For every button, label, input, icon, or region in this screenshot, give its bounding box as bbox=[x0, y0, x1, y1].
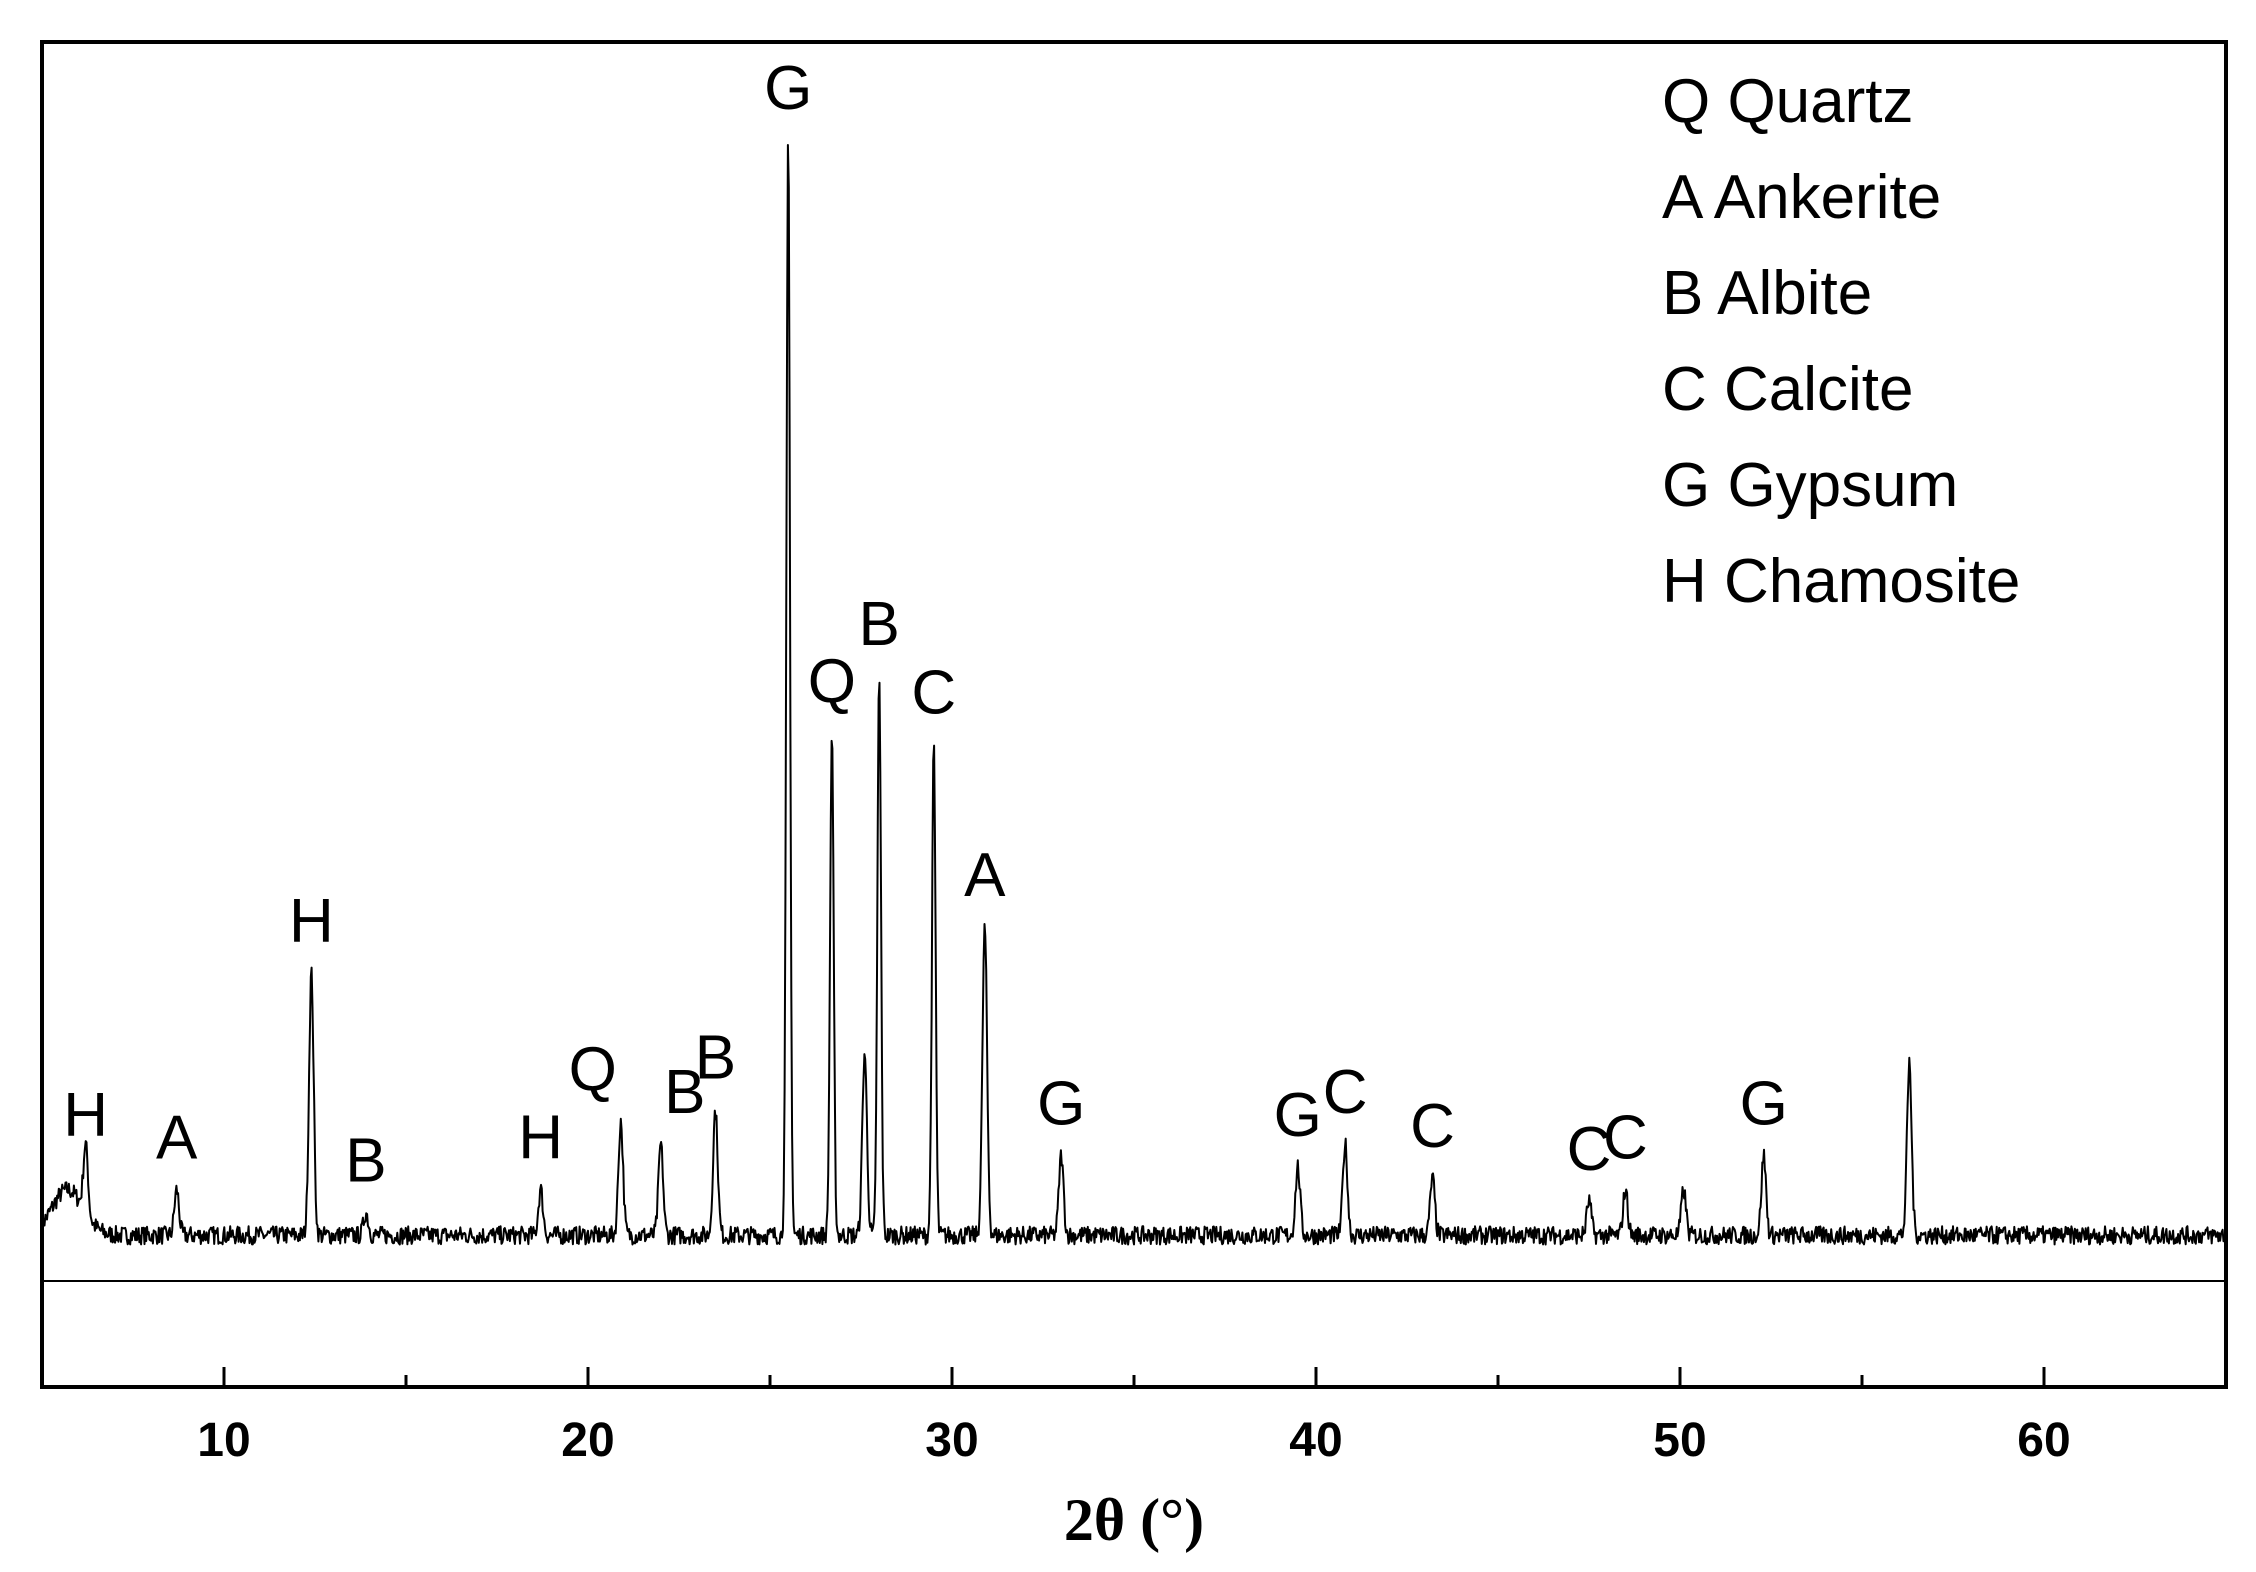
peak-label-B: B bbox=[664, 1058, 705, 1127]
legend: Q Quartz A Ankerite B Albite C Calcite G Gyp… bbox=[1662, 67, 2020, 616]
peak-label-C: C bbox=[911, 659, 956, 728]
peak-label-G: G bbox=[1037, 1069, 1085, 1138]
peak-label-G: G bbox=[764, 54, 812, 123]
legend-entry: G Gypsum bbox=[1662, 451, 1958, 520]
peak-label-B: B bbox=[695, 1024, 736, 1093]
peak-label-H: H bbox=[63, 1081, 108, 1150]
peak-label-H: H bbox=[518, 1104, 563, 1173]
x-tick-label: 30 bbox=[925, 1414, 978, 1467]
peak-label-Q: Q bbox=[569, 1035, 617, 1104]
peak-label-B: B bbox=[345, 1126, 386, 1195]
x-tick-label: 40 bbox=[1289, 1414, 1342, 1467]
peak-label-G: G bbox=[1740, 1069, 1788, 1138]
x-tick-label: 10 bbox=[197, 1414, 250, 1467]
peak-label-C: C bbox=[1567, 1115, 1612, 1184]
peak-label-Q: Q bbox=[808, 647, 856, 716]
x-tick-label: 50 bbox=[1653, 1414, 1706, 1467]
x-tick-label: 20 bbox=[561, 1414, 614, 1467]
peak-label-C: C bbox=[1323, 1058, 1368, 1127]
peak-label-G: G bbox=[1274, 1081, 1322, 1150]
x-axis-title: 2θ (°) bbox=[1064, 1487, 1204, 1553]
peak-label-C: C bbox=[1603, 1104, 1648, 1173]
legend-entry: H Chamosite bbox=[1662, 547, 2020, 616]
peak-label-A: A bbox=[964, 841, 1006, 910]
peak-label-A: A bbox=[156, 1104, 198, 1173]
x-tick-label: 60 bbox=[2017, 1414, 2070, 1467]
legend-entry: B Albite bbox=[1662, 259, 1872, 328]
legend-entry: A Ankerite bbox=[1662, 163, 1941, 232]
peak-label-H: H bbox=[289, 887, 334, 956]
peak-label-B: B bbox=[859, 590, 900, 659]
legend-entry: C Calcite bbox=[1662, 355, 1914, 424]
peak-label-C: C bbox=[1410, 1092, 1455, 1161]
legend-entry: Q Quartz bbox=[1662, 67, 1914, 136]
xrd-pattern-line bbox=[41, 144, 2227, 1246]
x-axis-ticks: 10 20 30 40 50 60 bbox=[197, 1367, 2071, 1467]
